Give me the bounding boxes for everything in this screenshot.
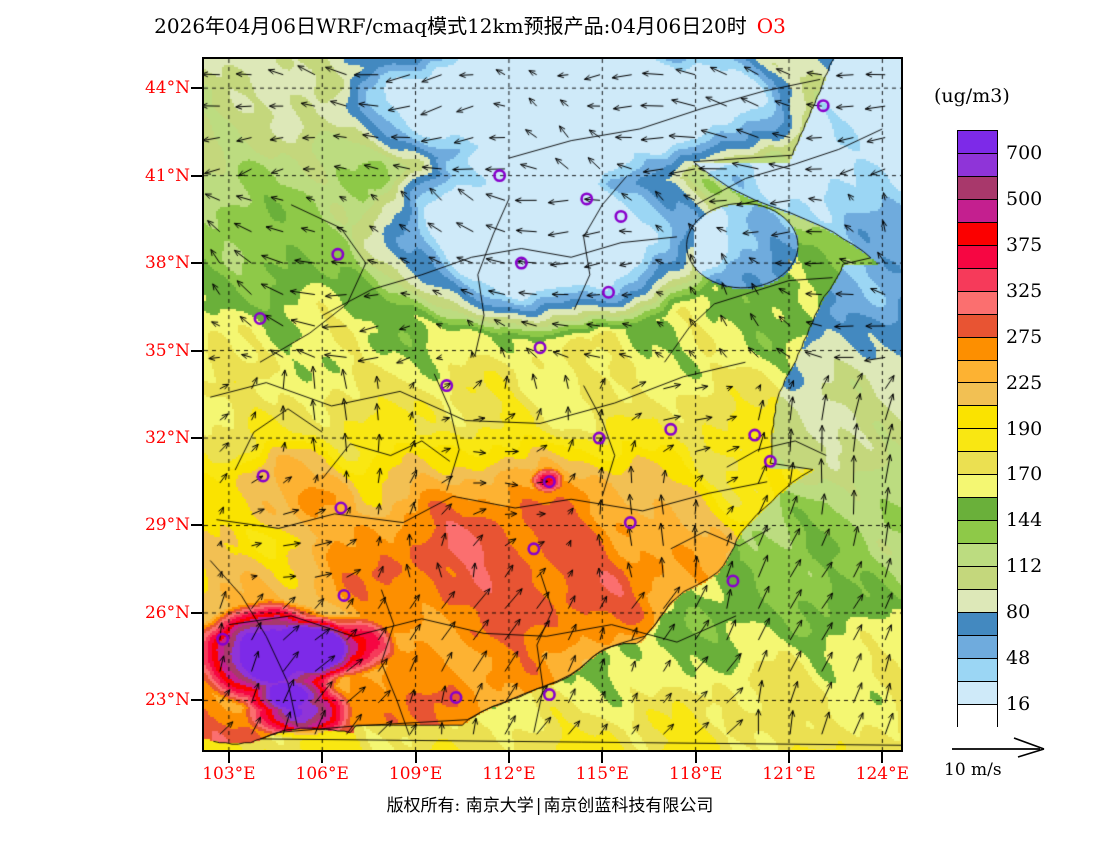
colorbar-tick-label-112: 112 <box>1006 555 1043 578</box>
lon-tick-mark-5 <box>694 752 697 763</box>
forecast-map-canvas[interactable] <box>204 59 901 750</box>
colorbar-block-20[interactable] <box>958 590 997 614</box>
title-text: 2026年04月06日WRF/cmaq模式12km预报产品:04月06日20时 <box>154 14 747 38</box>
lon-tick-label-1: 106°E <box>295 764 349 784</box>
colorbar-tick-label-225: 225 <box>1006 371 1043 394</box>
lat-tick-label-6: 26°N <box>144 602 190 623</box>
colorbar-block-24[interactable] <box>958 681 997 705</box>
colorbar-block-17[interactable] <box>958 521 997 545</box>
lon-tick-mark-3 <box>507 752 510 763</box>
lat-tick-mark-5 <box>191 524 202 527</box>
colorbar-block-2[interactable] <box>958 176 997 200</box>
colorbar-block-1[interactable] <box>958 153 997 177</box>
colorbar-block-22[interactable] <box>958 635 997 659</box>
lat-tick-label-7: 23°N <box>144 690 190 711</box>
colorbar-block-6[interactable] <box>958 268 997 292</box>
lat-tick-label-2: 38°N <box>144 253 190 274</box>
lat-tick-mark-7 <box>191 699 202 702</box>
lon-tick-label-5: 118°E <box>668 764 723 784</box>
colorbar-block-8[interactable] <box>958 314 997 338</box>
lon-tick-label-4: 115°E <box>575 764 629 784</box>
colorbar-block-11[interactable] <box>958 383 997 407</box>
colorbar-block-15[interactable] <box>958 475 997 499</box>
lat-tick-label-5: 29°N <box>144 515 190 536</box>
colorbar-block-23[interactable] <box>958 658 997 682</box>
copyright-separator: | <box>535 796 542 816</box>
species-label: O3 <box>756 14 786 38</box>
colorbar-tick-label-144: 144 <box>1006 509 1043 532</box>
lat-tick-mark-3 <box>191 349 202 352</box>
lat-tick-label-1: 41°N <box>144 165 190 186</box>
colorbar-tick-label-500: 500 <box>1006 187 1043 210</box>
copyright-prefix: 版权所有: <box>386 796 461 816</box>
colorbar-tick-label-170: 170 <box>1006 463 1043 486</box>
wind-scale-arrow-icon <box>948 737 1078 759</box>
colorbar-unit-label: (ug/m3) <box>934 85 1010 107</box>
wind-scale-label: 10 m/s <box>944 760 1002 780</box>
colorbar[interactable] <box>957 130 998 728</box>
lon-tick-mark-0 <box>227 752 230 763</box>
colorbar-tick-label-190: 190 <box>1006 417 1043 440</box>
copyright-org2: 南京创蓝科技有限公司 <box>543 796 714 816</box>
colorbar-block-12[interactable] <box>958 406 997 430</box>
lon-tick-label-3: 112°E <box>482 764 536 784</box>
lon-tick-label-0: 103°E <box>202 764 256 784</box>
colorbar-tick-label-375: 375 <box>1006 233 1043 256</box>
lon-tick-label-6: 121°E <box>762 764 816 784</box>
colorbar-block-4[interactable] <box>958 222 997 246</box>
colorbar-block-5[interactable] <box>958 245 997 269</box>
colorbar-block-10[interactable] <box>958 360 997 384</box>
lon-tick-mark-2 <box>414 752 417 763</box>
colorbar-tick-label-700: 700 <box>1006 141 1043 164</box>
lon-tick-label-7: 124°E <box>855 764 909 784</box>
page-title: 2026年04月06日WRF/cmaq模式12km预报产品:04月06日20时 O… <box>0 10 940 39</box>
colorbar-tick-label-325: 325 <box>1006 279 1043 302</box>
lat-tick-label-3: 35°N <box>144 340 190 361</box>
lon-tick-mark-6 <box>787 752 790 763</box>
lat-tick-mark-6 <box>191 611 202 614</box>
lat-tick-label-0: 44°N <box>144 78 190 99</box>
colorbar-tick-label-48: 48 <box>1006 647 1031 670</box>
colorbar-block-18[interactable] <box>958 544 997 568</box>
colorbar-block-19[interactable] <box>958 567 997 591</box>
colorbar-block-13[interactable] <box>958 429 997 453</box>
lon-tick-label-2: 109°E <box>388 764 443 784</box>
lat-tick-mark-0 <box>191 87 202 90</box>
colorbar-block-25[interactable] <box>958 704 997 728</box>
lat-tick-label-4: 32°N <box>144 428 190 449</box>
colorbar-block-3[interactable] <box>958 199 997 223</box>
lat-tick-mark-1 <box>191 174 202 177</box>
lon-tick-mark-7 <box>881 752 884 763</box>
colorbar-block-21[interactable] <box>958 613 997 636</box>
map-plot-area[interactable] <box>202 57 903 752</box>
lon-tick-mark-4 <box>601 752 604 763</box>
colorbar-block-14[interactable] <box>958 452 997 476</box>
colorbar-block-7[interactable] <box>958 291 997 315</box>
colorbar-block-0[interactable] <box>958 131 997 154</box>
lat-tick-mark-2 <box>191 262 202 265</box>
colorbar-block-9[interactable] <box>958 337 997 361</box>
colorbar-tick-label-275: 275 <box>1006 325 1043 348</box>
colorbar-tick-label-80: 80 <box>1006 601 1031 624</box>
colorbar-block-16[interactable] <box>958 498 997 522</box>
copyright-org1: 南京大学 <box>465 796 534 816</box>
lat-tick-mark-4 <box>191 437 202 440</box>
colorbar-tick-label-16: 16 <box>1006 693 1031 716</box>
copyright-notice: 版权所有: 南京大学 | 南京创蓝科技有限公司 <box>0 791 1100 816</box>
lon-tick-mark-1 <box>321 752 324 763</box>
